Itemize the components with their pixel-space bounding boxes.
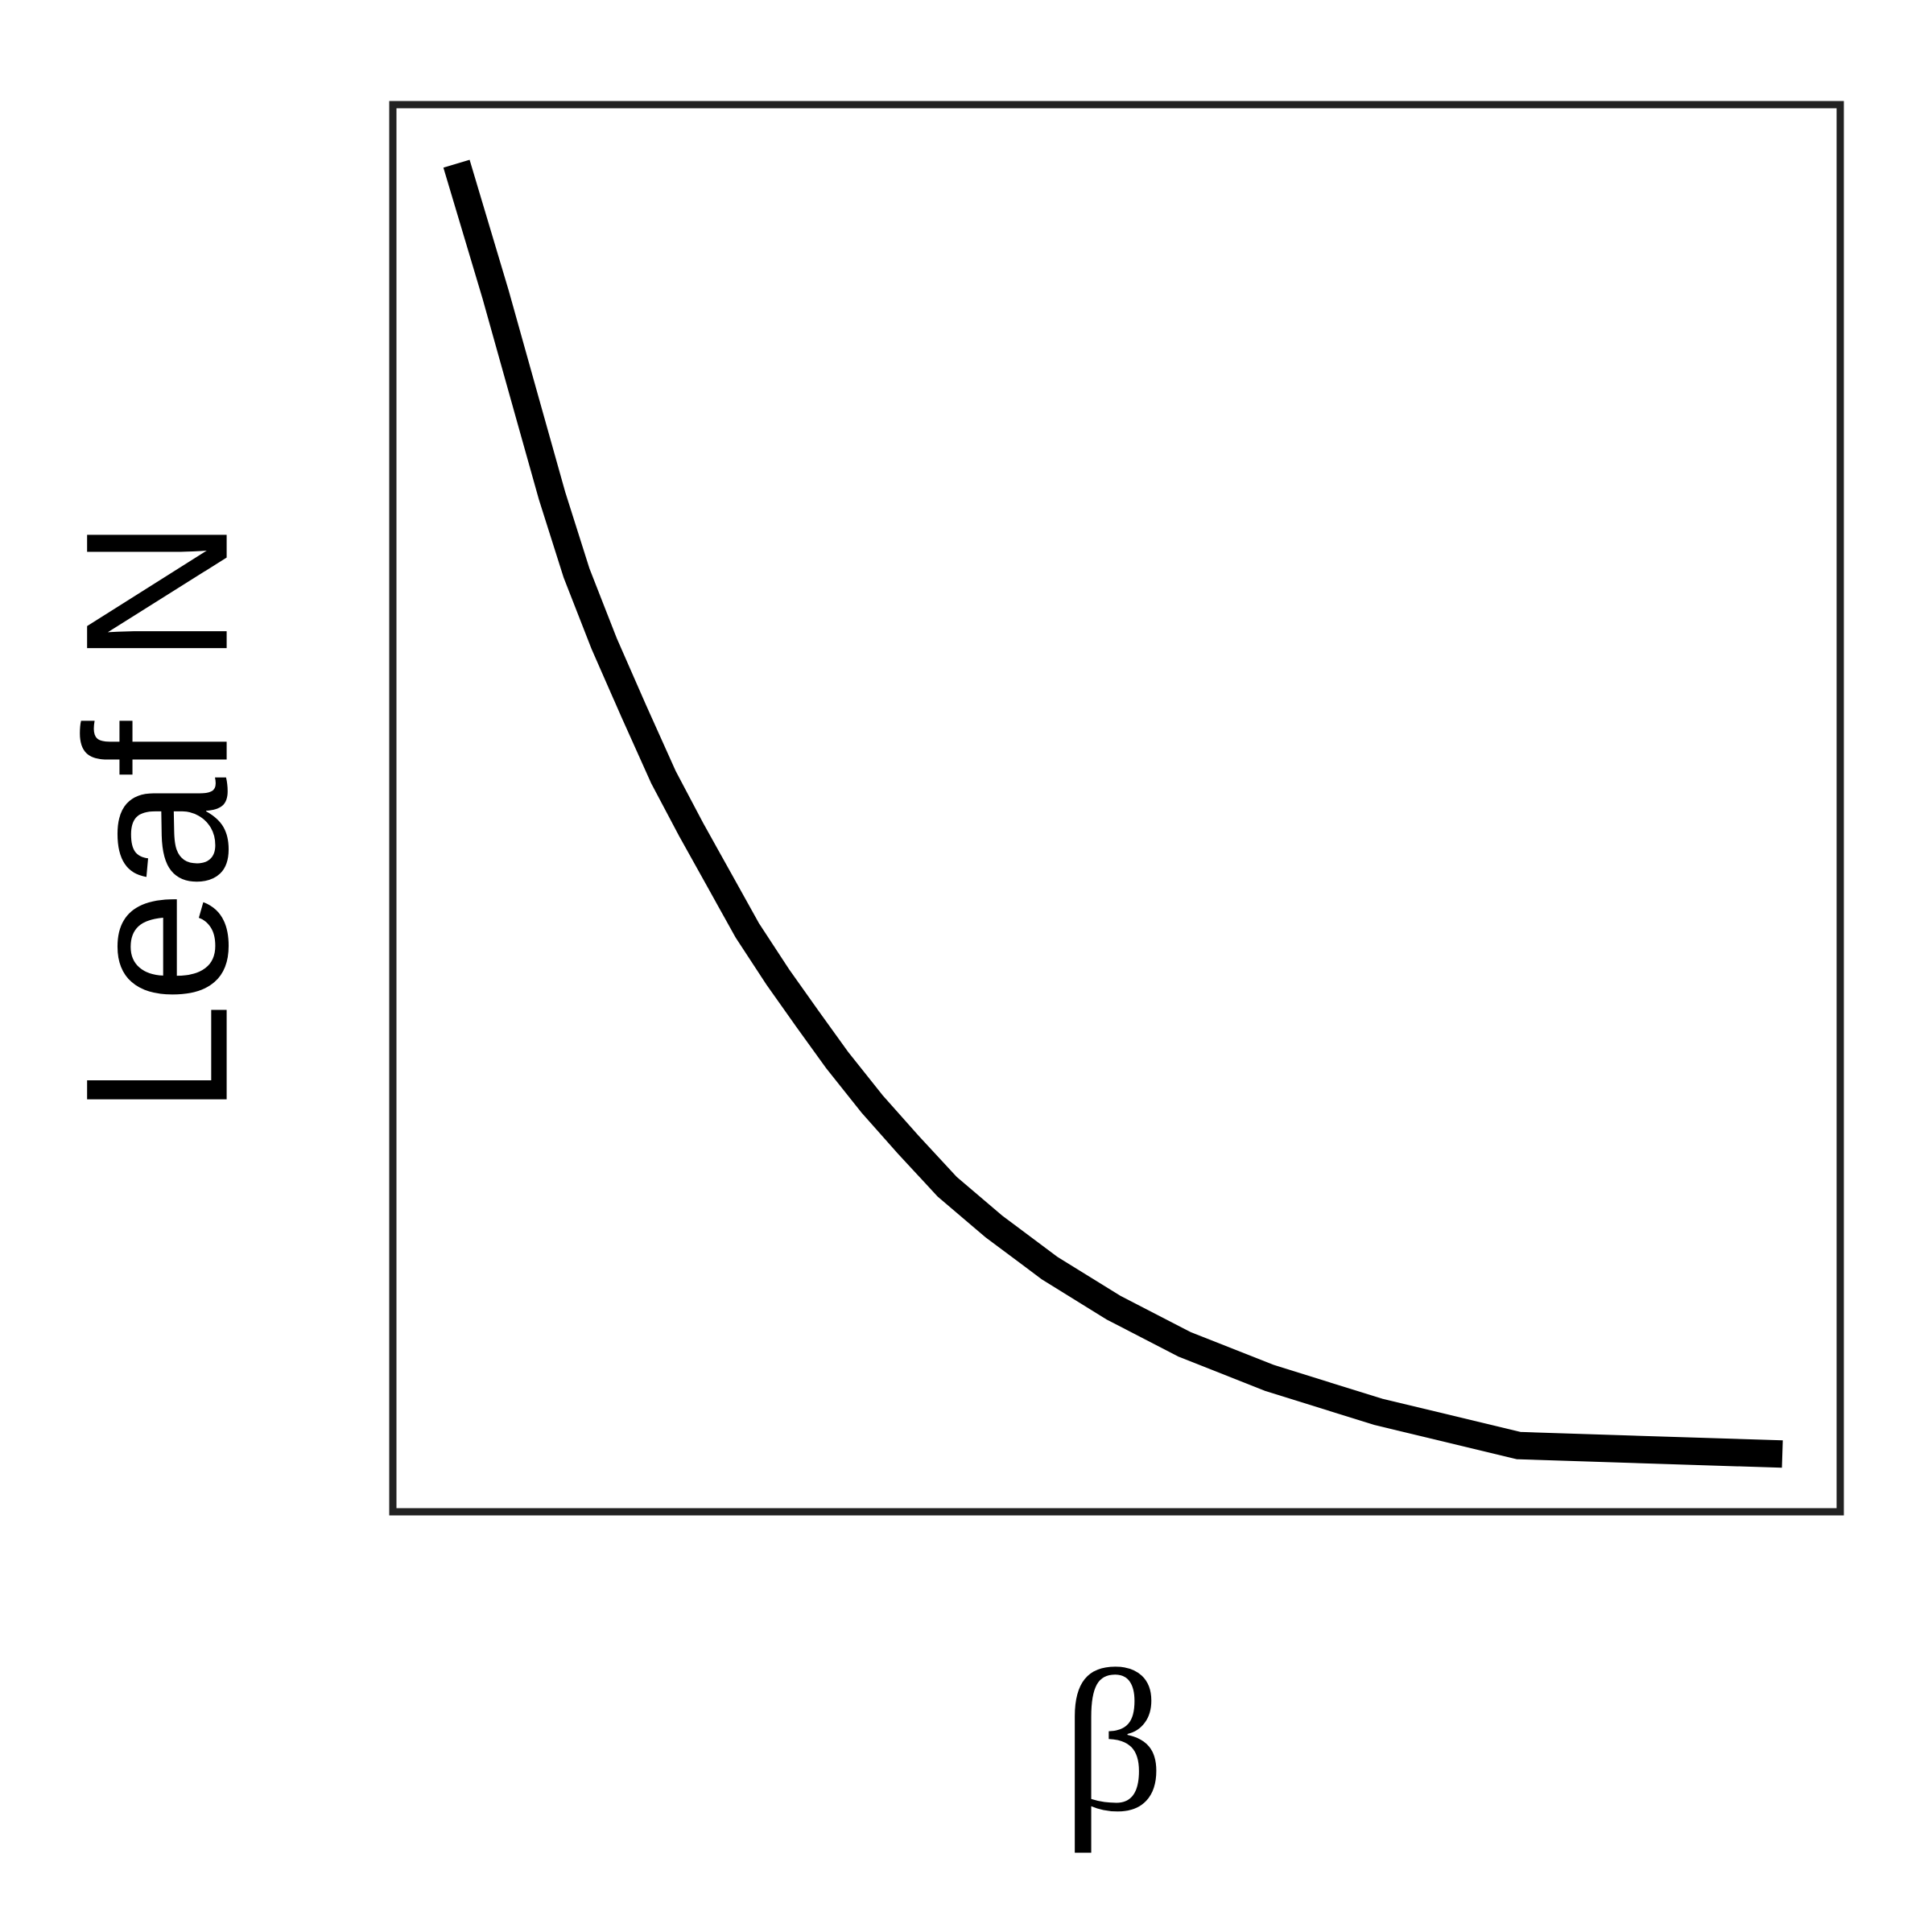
series-layer	[443, 159, 1783, 1468]
x-axis-label: β	[1062, 1629, 1165, 1854]
plot-frame	[389, 101, 1844, 1516]
y-axis-label: Leaf N	[44, 518, 270, 1116]
series-line-0	[443, 159, 1783, 1468]
plot-area	[389, 101, 1844, 1516]
